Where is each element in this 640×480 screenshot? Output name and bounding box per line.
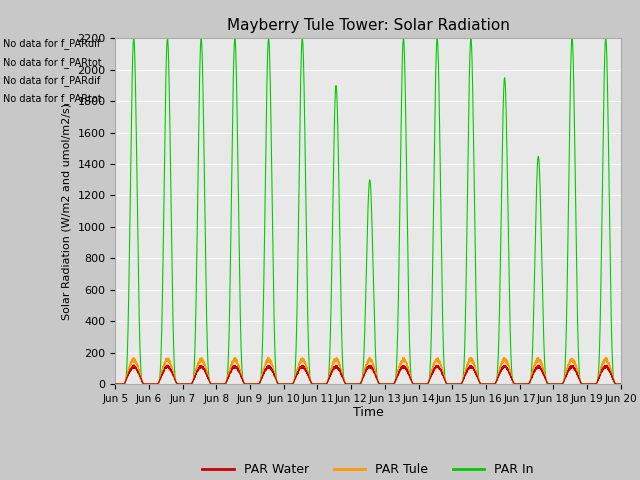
Text: No data for f_PARtot: No data for f_PARtot (3, 93, 102, 104)
Text: No data for f_PARdif: No data for f_PARdif (3, 38, 100, 49)
Legend: PAR Water, PAR Tule, PAR In: PAR Water, PAR Tule, PAR In (197, 458, 539, 480)
Text: No data for f_PARdif: No data for f_PARdif (3, 75, 100, 86)
Text: No data for f_PARtot: No data for f_PARtot (3, 57, 102, 68)
X-axis label: Time: Time (353, 407, 383, 420)
Title: Mayberry Tule Tower: Solar Radiation: Mayberry Tule Tower: Solar Radiation (227, 18, 509, 33)
Y-axis label: Solar Radiation (W/m2 and umol/m2/s): Solar Radiation (W/m2 and umol/m2/s) (61, 103, 72, 320)
